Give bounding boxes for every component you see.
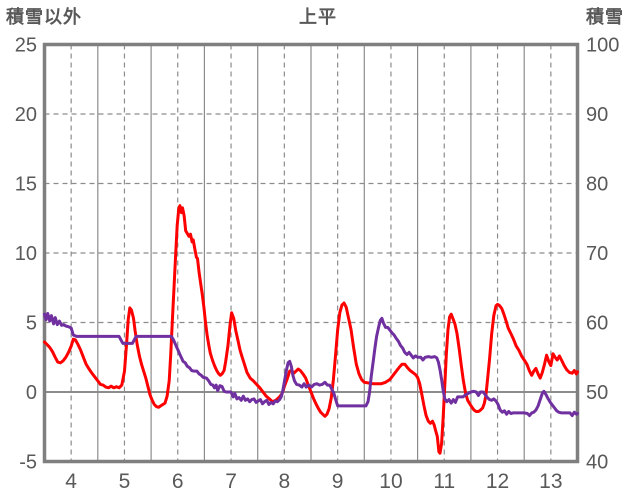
plot-border (42, 42, 580, 464)
red-series-line (43, 204, 579, 455)
x-tick-label: 8 (279, 470, 291, 493)
x-tick-label: 11 (433, 470, 455, 493)
y-left-tick-label: 25 (15, 35, 37, 57)
chart-title: 上平 (299, 7, 337, 27)
x-tick-label: 7 (225, 470, 237, 493)
x-tick-label: 6 (172, 470, 184, 493)
y-left-tick-label: 0 (26, 382, 37, 404)
x-tick-label: 5 (119, 470, 131, 493)
purple-series-line (43, 312, 579, 418)
y-left-tick-label: 20 (15, 104, 37, 126)
y-right-tick-label: 100 (586, 35, 619, 57)
y-left-tick-label: 5 (26, 313, 37, 335)
y-right-tick-label: 80 (586, 174, 608, 196)
x-tick-label: 12 (486, 470, 509, 493)
x-tick-label: 13 (539, 470, 562, 493)
y-right-tick-label: 40 (586, 452, 608, 474)
right-axis-title: 積雪 (586, 7, 624, 27)
y-left-tick-label: 10 (15, 243, 37, 265)
y-right-tick-label: 50 (586, 382, 608, 404)
y-right-tick-label: 60 (586, 313, 608, 335)
left-axis-title: 積雪以外 (6, 7, 82, 27)
x-tick-label: 9 (332, 470, 344, 493)
x-tick-label: 4 (65, 470, 77, 493)
x-tick-label: 10 (379, 470, 402, 493)
y-left-tick-label: 15 (15, 174, 37, 196)
y-right-tick-label: 70 (586, 243, 608, 265)
y-left-tick-label: -5 (19, 452, 37, 474)
y-right-tick-label: 90 (586, 104, 608, 126)
